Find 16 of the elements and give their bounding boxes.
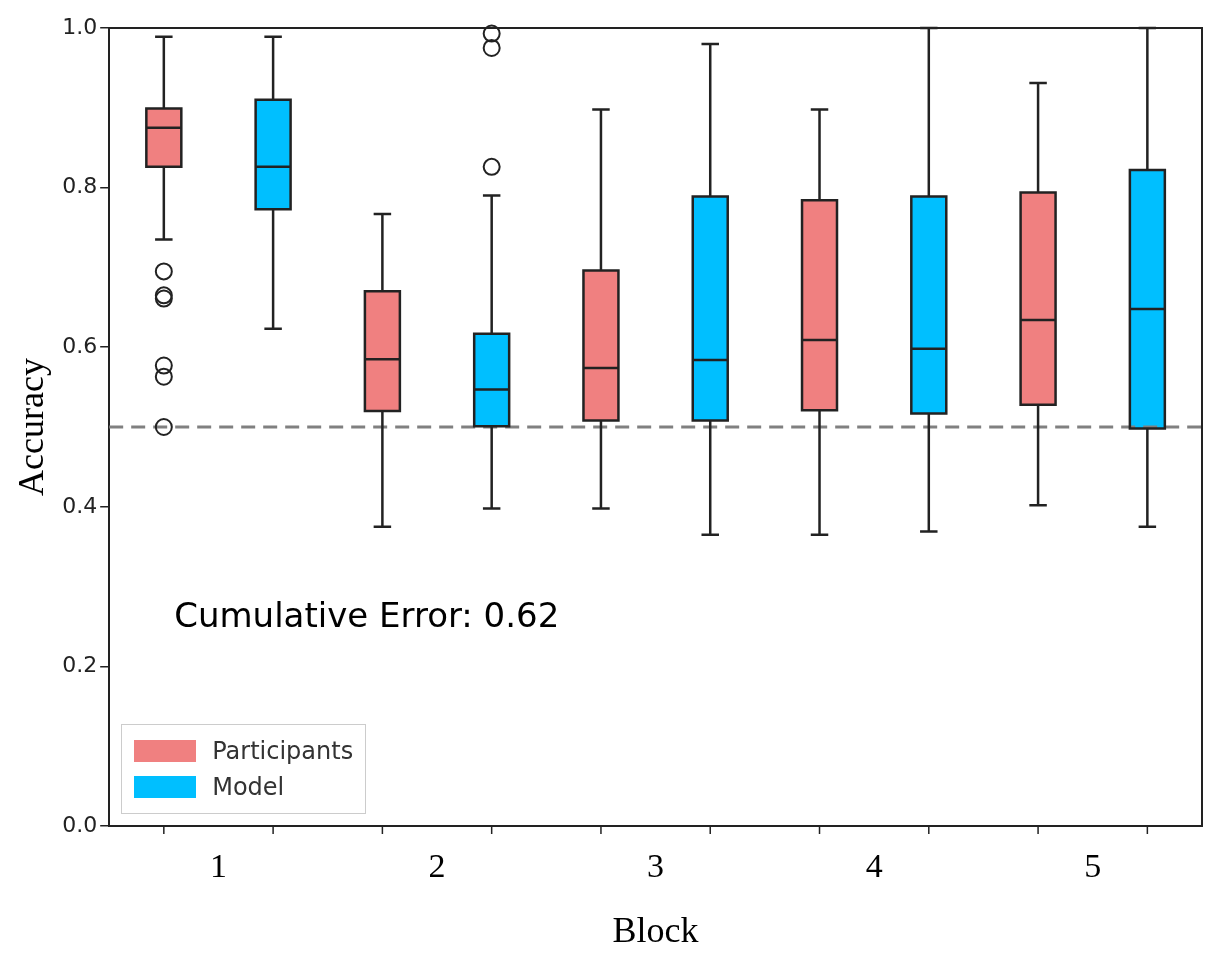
legend-label: Model	[212, 773, 285, 801]
y-tick-label: 0.8	[62, 173, 98, 199]
x-tick-label: 1	[209, 847, 227, 885]
x-tick-label: 5	[1084, 847, 1102, 885]
y-tick-label: 1.0	[62, 13, 98, 39]
x-tick-label: 2	[428, 847, 446, 885]
annotation: Cumulative Error: 0.62	[174, 595, 560, 636]
x-tick-label: 3	[647, 847, 665, 885]
x-axis-title: Block	[612, 909, 699, 950]
y-tick-label: 0.4	[62, 492, 98, 518]
x-tick-label: 4	[865, 847, 883, 885]
y-tick-label: 0.2	[62, 652, 98, 678]
y-tick-label: 0.0	[62, 811, 98, 837]
y-tick-label: 0.6	[62, 332, 98, 358]
legend-label: Participants	[212, 737, 354, 765]
y-axis-title: Accuracy	[11, 358, 52, 496]
